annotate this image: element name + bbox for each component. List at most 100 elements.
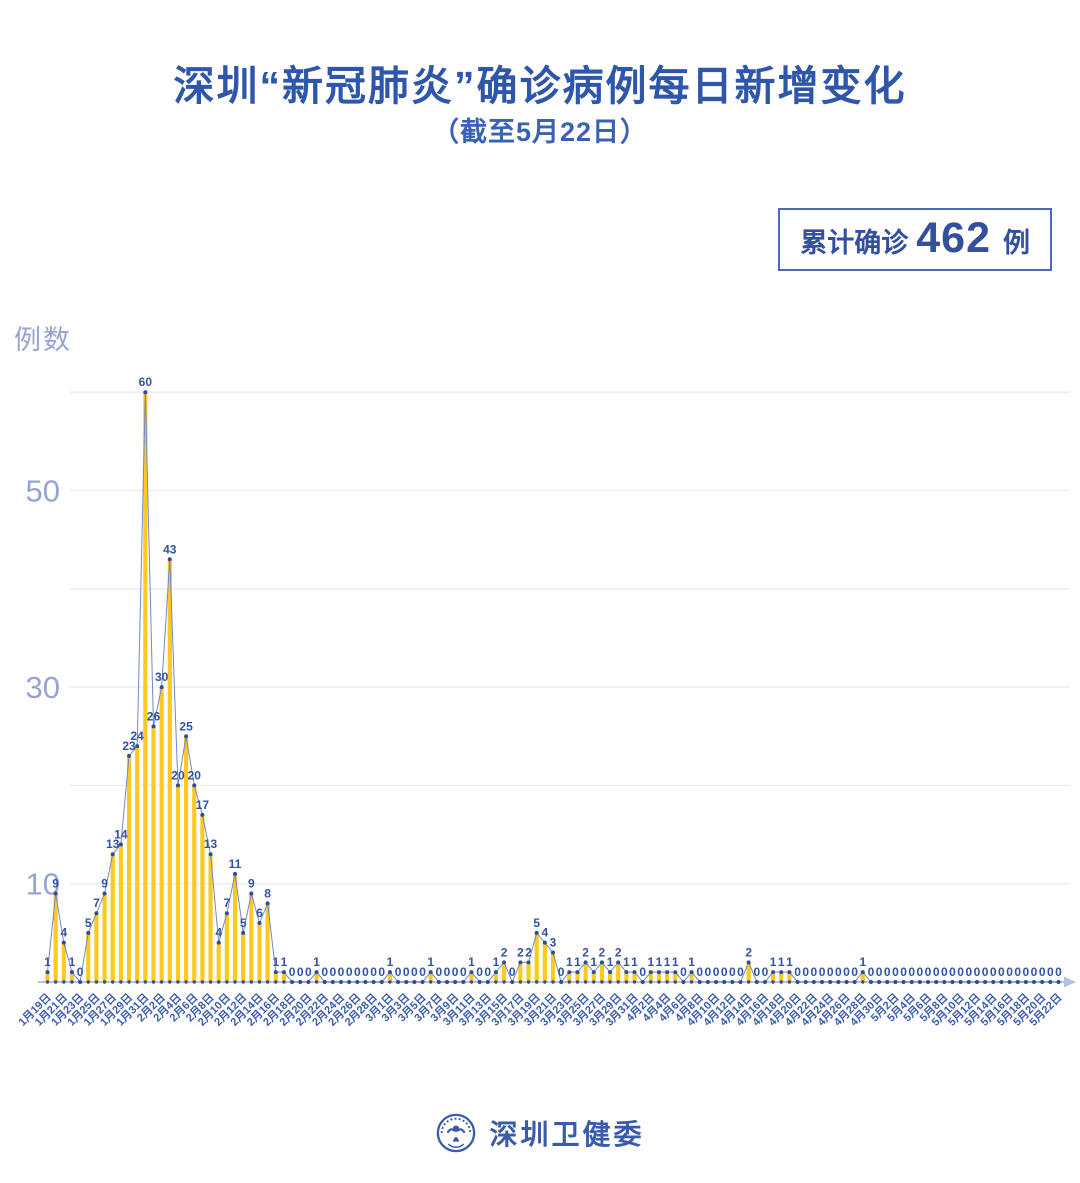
value-label: 0 xyxy=(411,965,418,979)
bar xyxy=(184,736,189,982)
axis-tick-dot xyxy=(94,980,99,984)
value-label: 0 xyxy=(1047,965,1054,979)
data-point xyxy=(330,980,335,984)
value-label: 4 xyxy=(215,926,222,940)
bar xyxy=(273,972,278,982)
data-point xyxy=(135,744,140,749)
axis-tick-dot xyxy=(135,980,139,984)
bar xyxy=(61,942,66,982)
data-point xyxy=(1040,980,1045,984)
page-subtitle: （截至5月22日） xyxy=(431,117,649,147)
value-label: 0 xyxy=(370,965,377,979)
axis-tick-dot xyxy=(86,980,90,984)
data-point xyxy=(950,980,955,984)
data-point xyxy=(983,980,988,984)
value-label: 0 xyxy=(460,965,467,979)
data-point xyxy=(599,960,604,965)
y-axis-label: 例数 xyxy=(14,325,72,355)
bar xyxy=(232,873,238,982)
data-point xyxy=(208,852,213,857)
data-point xyxy=(974,980,979,984)
data-point xyxy=(502,960,507,965)
value-label: 0 xyxy=(1039,965,1046,979)
value-label: 0 xyxy=(289,965,296,979)
value-label: 0 xyxy=(403,965,410,979)
data-point xyxy=(877,980,882,984)
data-point xyxy=(926,980,931,984)
value-label: 0 xyxy=(696,965,703,979)
footer-org-name: 深圳卫健委 xyxy=(489,1119,645,1150)
data-point xyxy=(754,980,759,984)
bar xyxy=(143,392,148,982)
data-point xyxy=(69,970,74,975)
bar xyxy=(607,972,613,982)
badge-value: 462 xyxy=(916,214,991,262)
value-label: 1 xyxy=(688,955,695,969)
value-label: 1 xyxy=(647,955,654,969)
axis-tick-dot xyxy=(53,980,58,984)
axis-tick-dot xyxy=(388,980,392,984)
bar xyxy=(469,972,474,982)
axis-tick-dot xyxy=(159,980,164,984)
data-point xyxy=(1048,980,1053,984)
value-label: 1 xyxy=(590,955,597,969)
data-point xyxy=(656,970,661,975)
data-point xyxy=(371,980,376,984)
value-label: 1 xyxy=(387,955,394,969)
bar xyxy=(192,785,197,982)
data-point xyxy=(591,970,596,975)
value-label: 24 xyxy=(131,729,145,743)
data-point xyxy=(828,980,833,984)
bar xyxy=(624,972,629,982)
bar xyxy=(102,893,107,982)
bar xyxy=(616,962,621,982)
bar xyxy=(526,962,531,982)
value-label: 0 xyxy=(354,965,361,979)
axis-tick-dot xyxy=(102,980,107,984)
data-point xyxy=(689,970,694,975)
data-point xyxy=(265,901,270,906)
value-label: 2 xyxy=(501,945,508,959)
value-label: 0 xyxy=(721,965,728,979)
value-label: 7 xyxy=(93,896,100,910)
axis-tick-dot xyxy=(428,980,433,984)
value-label: 0 xyxy=(639,965,646,979)
data-point xyxy=(681,980,686,984)
data-point xyxy=(290,980,295,984)
data-point xyxy=(281,970,286,975)
data-point xyxy=(118,842,123,847)
value-label: 1 xyxy=(566,955,573,969)
value-label: 0 xyxy=(378,965,385,979)
data-point xyxy=(722,980,727,984)
data-point xyxy=(192,783,197,788)
axis-tick-dot xyxy=(518,980,523,984)
data-point xyxy=(836,980,841,984)
data-point xyxy=(534,930,539,935)
data-point xyxy=(396,980,401,984)
data-point xyxy=(86,930,91,935)
axis-tick-dot xyxy=(62,980,66,984)
data-point xyxy=(958,980,963,984)
value-label: 0 xyxy=(1023,965,1030,979)
axis-tick-dot xyxy=(314,980,319,984)
data-point xyxy=(404,980,409,984)
shenzhen-health-commission-logo-icon xyxy=(437,1113,476,1153)
data-point xyxy=(387,970,392,975)
data-point xyxy=(583,960,588,965)
bar xyxy=(591,972,596,982)
data-point xyxy=(648,970,653,975)
axis-tick-dot xyxy=(119,980,123,984)
bar xyxy=(387,972,393,982)
bar xyxy=(200,814,205,982)
value-label: 0 xyxy=(338,965,345,979)
bar xyxy=(159,687,164,982)
data-point xyxy=(314,970,319,975)
axis-tick-dot xyxy=(600,980,604,984)
axis-tick-dot xyxy=(257,980,262,984)
bar xyxy=(53,893,58,982)
data-point xyxy=(901,980,906,984)
data-point xyxy=(216,940,221,945)
data-point xyxy=(640,980,645,984)
bar xyxy=(208,854,213,982)
